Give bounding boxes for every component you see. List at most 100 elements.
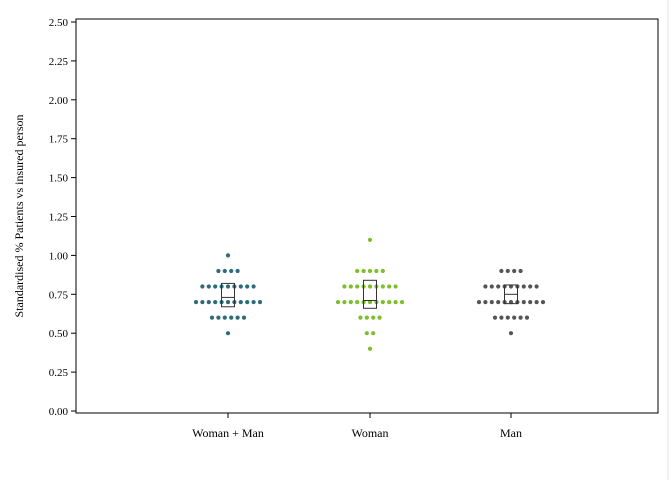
y-tick-label: 0.75 [49,289,69,301]
data-point [534,284,539,289]
data-point [499,315,504,320]
data-point [238,299,243,305]
y-tick-label: 1.00 [49,250,69,262]
y-tick-label: 1.50 [49,173,69,185]
data-point [251,299,256,305]
data-point [380,284,385,289]
data-point [235,315,240,320]
data-point [216,315,221,320]
data-point [358,315,363,320]
data-point [225,299,231,305]
data-point [508,331,514,336]
x-category-label: Woman [351,426,388,440]
y-axis-title: Standardised % Patients vs insured perso… [12,115,26,318]
data-point [193,299,199,305]
y-axis: 0.00 0.25 0.50 0.75 1.00 1.25 1.50 1.75 2.00 2.25… [49,17,76,418]
data-point [521,299,526,305]
data-point [364,315,369,320]
x-category-label: Man [500,426,522,440]
data-point [335,299,341,305]
data-point [496,284,501,289]
data-point [387,284,392,289]
quartile-box [363,279,377,309]
y-tick-label: 0.00 [49,406,69,418]
data-point [393,284,398,289]
data-point [222,268,227,274]
series-group [476,268,546,336]
data-point [241,315,247,320]
x-category-label: Woman + Man [192,426,264,440]
data-point [371,315,376,320]
data-point [508,284,514,289]
data-point [229,268,234,274]
data-point [496,299,501,305]
data-point [528,284,533,289]
data-point [257,299,263,305]
data-point [200,299,205,305]
data-point [213,284,218,289]
data-point [342,299,347,305]
y-tick-label: 2.00 [49,95,69,107]
data-point [512,268,517,274]
data-point [374,268,379,274]
data-point [367,237,373,242]
data-point [505,268,510,274]
data-point [367,299,373,305]
data-point [245,299,250,305]
y-tick-label: 1.25 [49,212,69,224]
data-point [518,268,523,274]
data-point [483,284,488,289]
data-point [216,268,221,274]
data-point [209,315,215,320]
data-point [380,268,385,274]
data-point [483,299,488,305]
data-point [361,268,366,274]
data-point [355,284,360,289]
data-point [225,331,231,336]
data-point [342,284,347,289]
y-tick-label: 1.75 [49,134,69,146]
plot-frame [75,18,659,414]
data-point [355,268,360,274]
data-point [213,299,218,305]
data-point [222,315,227,320]
quartile-box [221,282,235,308]
data-point [399,299,405,305]
data-point [367,346,373,351]
series-layer [193,237,546,351]
y-tick-label: 2.50 [49,17,69,29]
x-axis: Woman + Man Woman Man [192,413,522,440]
data-point [348,299,353,305]
y-tick-label: 0.25 [49,367,69,379]
data-point [367,284,373,289]
data-point [377,315,382,320]
y-tick-label: 0.50 [49,328,69,340]
series-group [193,253,263,336]
data-point [206,284,211,289]
data-point [489,284,494,289]
data-point [492,315,498,320]
data-point [499,268,504,274]
data-point [518,315,523,320]
data-point [238,284,243,289]
data-point [521,284,526,289]
data-point [229,315,234,320]
data-point [251,284,256,289]
data-point [505,315,510,320]
data-point [528,299,533,305]
data-point [540,299,546,305]
data-point [367,268,373,274]
data-point [476,299,482,305]
data-point [393,299,398,305]
y-tick-label: 2.25 [49,56,69,68]
data-point [235,268,240,274]
series-group [335,237,405,351]
data-point [512,315,517,320]
data-point [387,299,392,305]
data-point [225,284,231,289]
data-point [245,284,250,289]
data-point [225,253,231,258]
data-point [489,299,494,305]
data-point [355,299,360,305]
